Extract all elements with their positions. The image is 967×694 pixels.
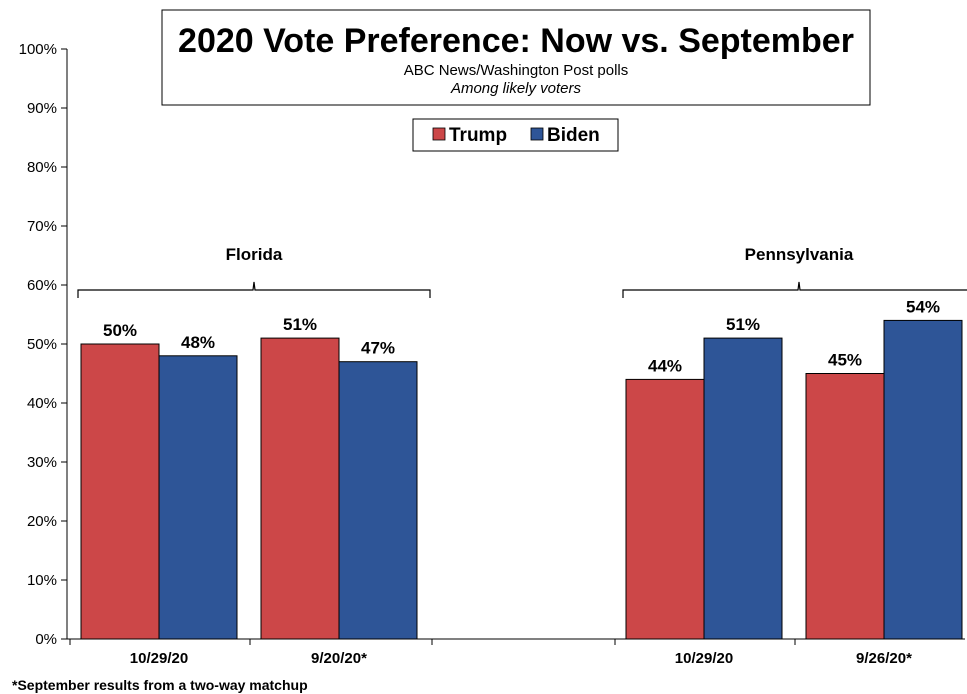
x-tick-label: 9/20/20* — [311, 650, 367, 667]
legend-swatch-biden — [530, 127, 544, 141]
group-label: Florida — [226, 245, 283, 264]
legend-label-biden: Biden — [547, 125, 600, 146]
bar-biden — [703, 337, 783, 640]
bar-trump — [805, 373, 885, 640]
y-tick-label: 90% — [27, 100, 57, 117]
labels-layer: 50% 48% 10/29/20 51% 47% 9/20/20* 44% 51% 10/29/… — [103, 297, 940, 667]
data-label: 51% — [726, 315, 760, 334]
axis-layer: 0% 10% 20% 30% 40% 50% 60% 70% 80% 90% 100% — [19, 41, 965, 648]
x-tick-label: 9/26/20* — [856, 650, 912, 667]
bar-trump — [260, 337, 340, 640]
y-tick-label: 30% — [27, 454, 57, 471]
data-label: 51% — [283, 315, 317, 334]
bar-biden — [883, 319, 963, 640]
legend-frame — [412, 118, 619, 152]
data-label: 50% — [103, 321, 137, 340]
group-brackets: Florida Pennsylvania — [77, 245, 967, 298]
chart-subtitle: ABC News/Washington Post polls — [404, 62, 629, 79]
legend-swatch-trump — [432, 127, 446, 141]
chart-note: Among likely voters — [450, 80, 582, 97]
title-box: 2020 Vote Preference: Now vs. September … — [161, 9, 871, 106]
bar-biden — [338, 361, 418, 640]
group-label: Pennsylvania — [745, 245, 854, 264]
y-tick-label: 20% — [27, 513, 57, 530]
chart-title: 2020 Vote Preference: Now vs. September — [178, 22, 854, 60]
data-label: 44% — [648, 356, 682, 375]
y-tick-label: 70% — [27, 218, 57, 235]
title-box-frame — [161, 9, 871, 106]
bars-layer — [80, 319, 963, 640]
x-tick-label: 10/29/20 — [130, 650, 188, 667]
data-label: 54% — [906, 297, 940, 316]
y-tick-label: 80% — [27, 159, 57, 176]
group-bracket — [77, 281, 431, 298]
y-tick-label: 50% — [27, 336, 57, 353]
footnote: *September results from a two-way matchu… — [12, 677, 308, 693]
legend: Trump Biden — [412, 118, 619, 152]
y-tick-label: 0% — [35, 631, 57, 648]
y-tick-label: 100% — [19, 41, 57, 58]
bar-trump — [80, 343, 160, 640]
y-tick-label: 60% — [27, 277, 57, 294]
group-bracket — [622, 281, 967, 298]
data-label: 47% — [361, 339, 395, 358]
legend-label-trump: Trump — [449, 125, 507, 146]
data-label: 48% — [181, 333, 215, 352]
data-label: 45% — [828, 351, 862, 370]
bar-biden — [158, 355, 238, 640]
x-tick-label: 10/29/20 — [675, 650, 733, 667]
y-tick-label: 40% — [27, 395, 57, 412]
y-tick-label: 10% — [27, 572, 57, 589]
bar-trump — [625, 378, 705, 640]
